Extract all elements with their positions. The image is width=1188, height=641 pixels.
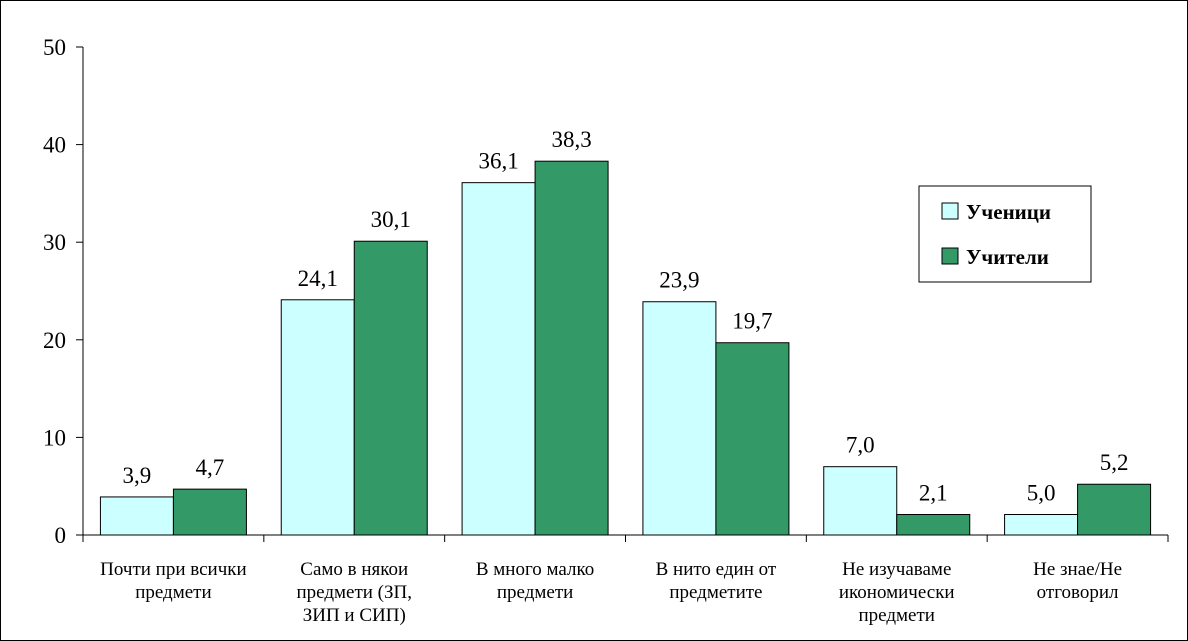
legend-swatch-series-1 xyxy=(941,247,959,265)
bar-series-1-cat-2 xyxy=(534,160,609,536)
bar-series-0-cat-2 xyxy=(461,182,536,536)
category-label-0: Почти при всички предмети xyxy=(100,559,247,603)
data-label-series-1-cat-3: 19,7 xyxy=(732,309,772,334)
bar-series-0-cat-3 xyxy=(642,301,717,536)
category-label-3: В нито един от предметите xyxy=(656,559,777,603)
data-label-series-0-cat-3: 23,9 xyxy=(659,268,699,293)
data-label-series-1-cat-0: 4,7 xyxy=(196,455,225,480)
y-tick-label: 20 xyxy=(43,328,66,353)
legend-label-series-0: Ученици xyxy=(966,200,1051,224)
y-tick-label: 10 xyxy=(43,425,66,450)
bar-series-1-cat-1 xyxy=(353,240,428,536)
bar-series-0-cat-1 xyxy=(280,299,355,536)
bar-series-0-cat-0 xyxy=(99,496,174,536)
bar-series-1-cat-5 xyxy=(1077,483,1152,536)
bar-series-1-cat-4 xyxy=(896,514,971,536)
data-label-series-0-cat-2: 36,1 xyxy=(478,149,518,174)
data-label-series-0-cat-4: 7,0 xyxy=(846,433,875,458)
y-tick-label: 30 xyxy=(43,230,66,255)
bar-series-1-cat-3 xyxy=(715,342,790,536)
data-label-series-1-cat-5: 5,2 xyxy=(1100,450,1129,475)
data-label-series-1-cat-4: 2,1 xyxy=(919,481,948,506)
data-label-series-0-cat-0: 3,9 xyxy=(123,463,152,488)
y-tick-label: 50 xyxy=(43,35,66,60)
data-label-series-1-cat-2: 38,3 xyxy=(551,127,591,152)
data-label-series-0-cat-1: 24,1 xyxy=(298,266,338,291)
y-tick-label: 40 xyxy=(43,133,66,158)
y-axis: 0 10 20 30 40 50 xyxy=(43,35,84,548)
category-label-5: Не знае/Не отговорил xyxy=(1033,559,1122,603)
y-tick-label: 0 xyxy=(55,523,67,548)
x-axis xyxy=(82,534,1169,542)
category-labels: Почти при всички предмети Само в някои пред… xyxy=(100,559,1122,626)
bar-series-0-cat-4 xyxy=(823,466,898,536)
bar-series-0-cat-5 xyxy=(1004,514,1079,536)
data-label-series-0-cat-5: 5,0 xyxy=(1027,481,1056,506)
legend: Ученици Учители xyxy=(918,185,1092,283)
category-label-1: Само в някои предмети (ЗП, ЗИП и СИП) xyxy=(296,559,412,626)
bar-series-1-cat-0 xyxy=(172,488,247,536)
data-labels: 3,9 4,7 24,1 30,1 36,1 38,3 23,9 19,7 7,0 2,1 5,0 5… xyxy=(123,127,1129,505)
bars xyxy=(99,160,1152,536)
category-label-4: Не изучаваме икономически предмети xyxy=(839,559,955,626)
legend-label-series-1: Учители xyxy=(966,245,1049,269)
legend-box xyxy=(918,185,1092,283)
legend-swatch-series-0 xyxy=(941,202,959,220)
data-label-series-1-cat-1: 30,1 xyxy=(371,207,411,232)
category-label-2: В много малко предмети xyxy=(476,559,594,603)
